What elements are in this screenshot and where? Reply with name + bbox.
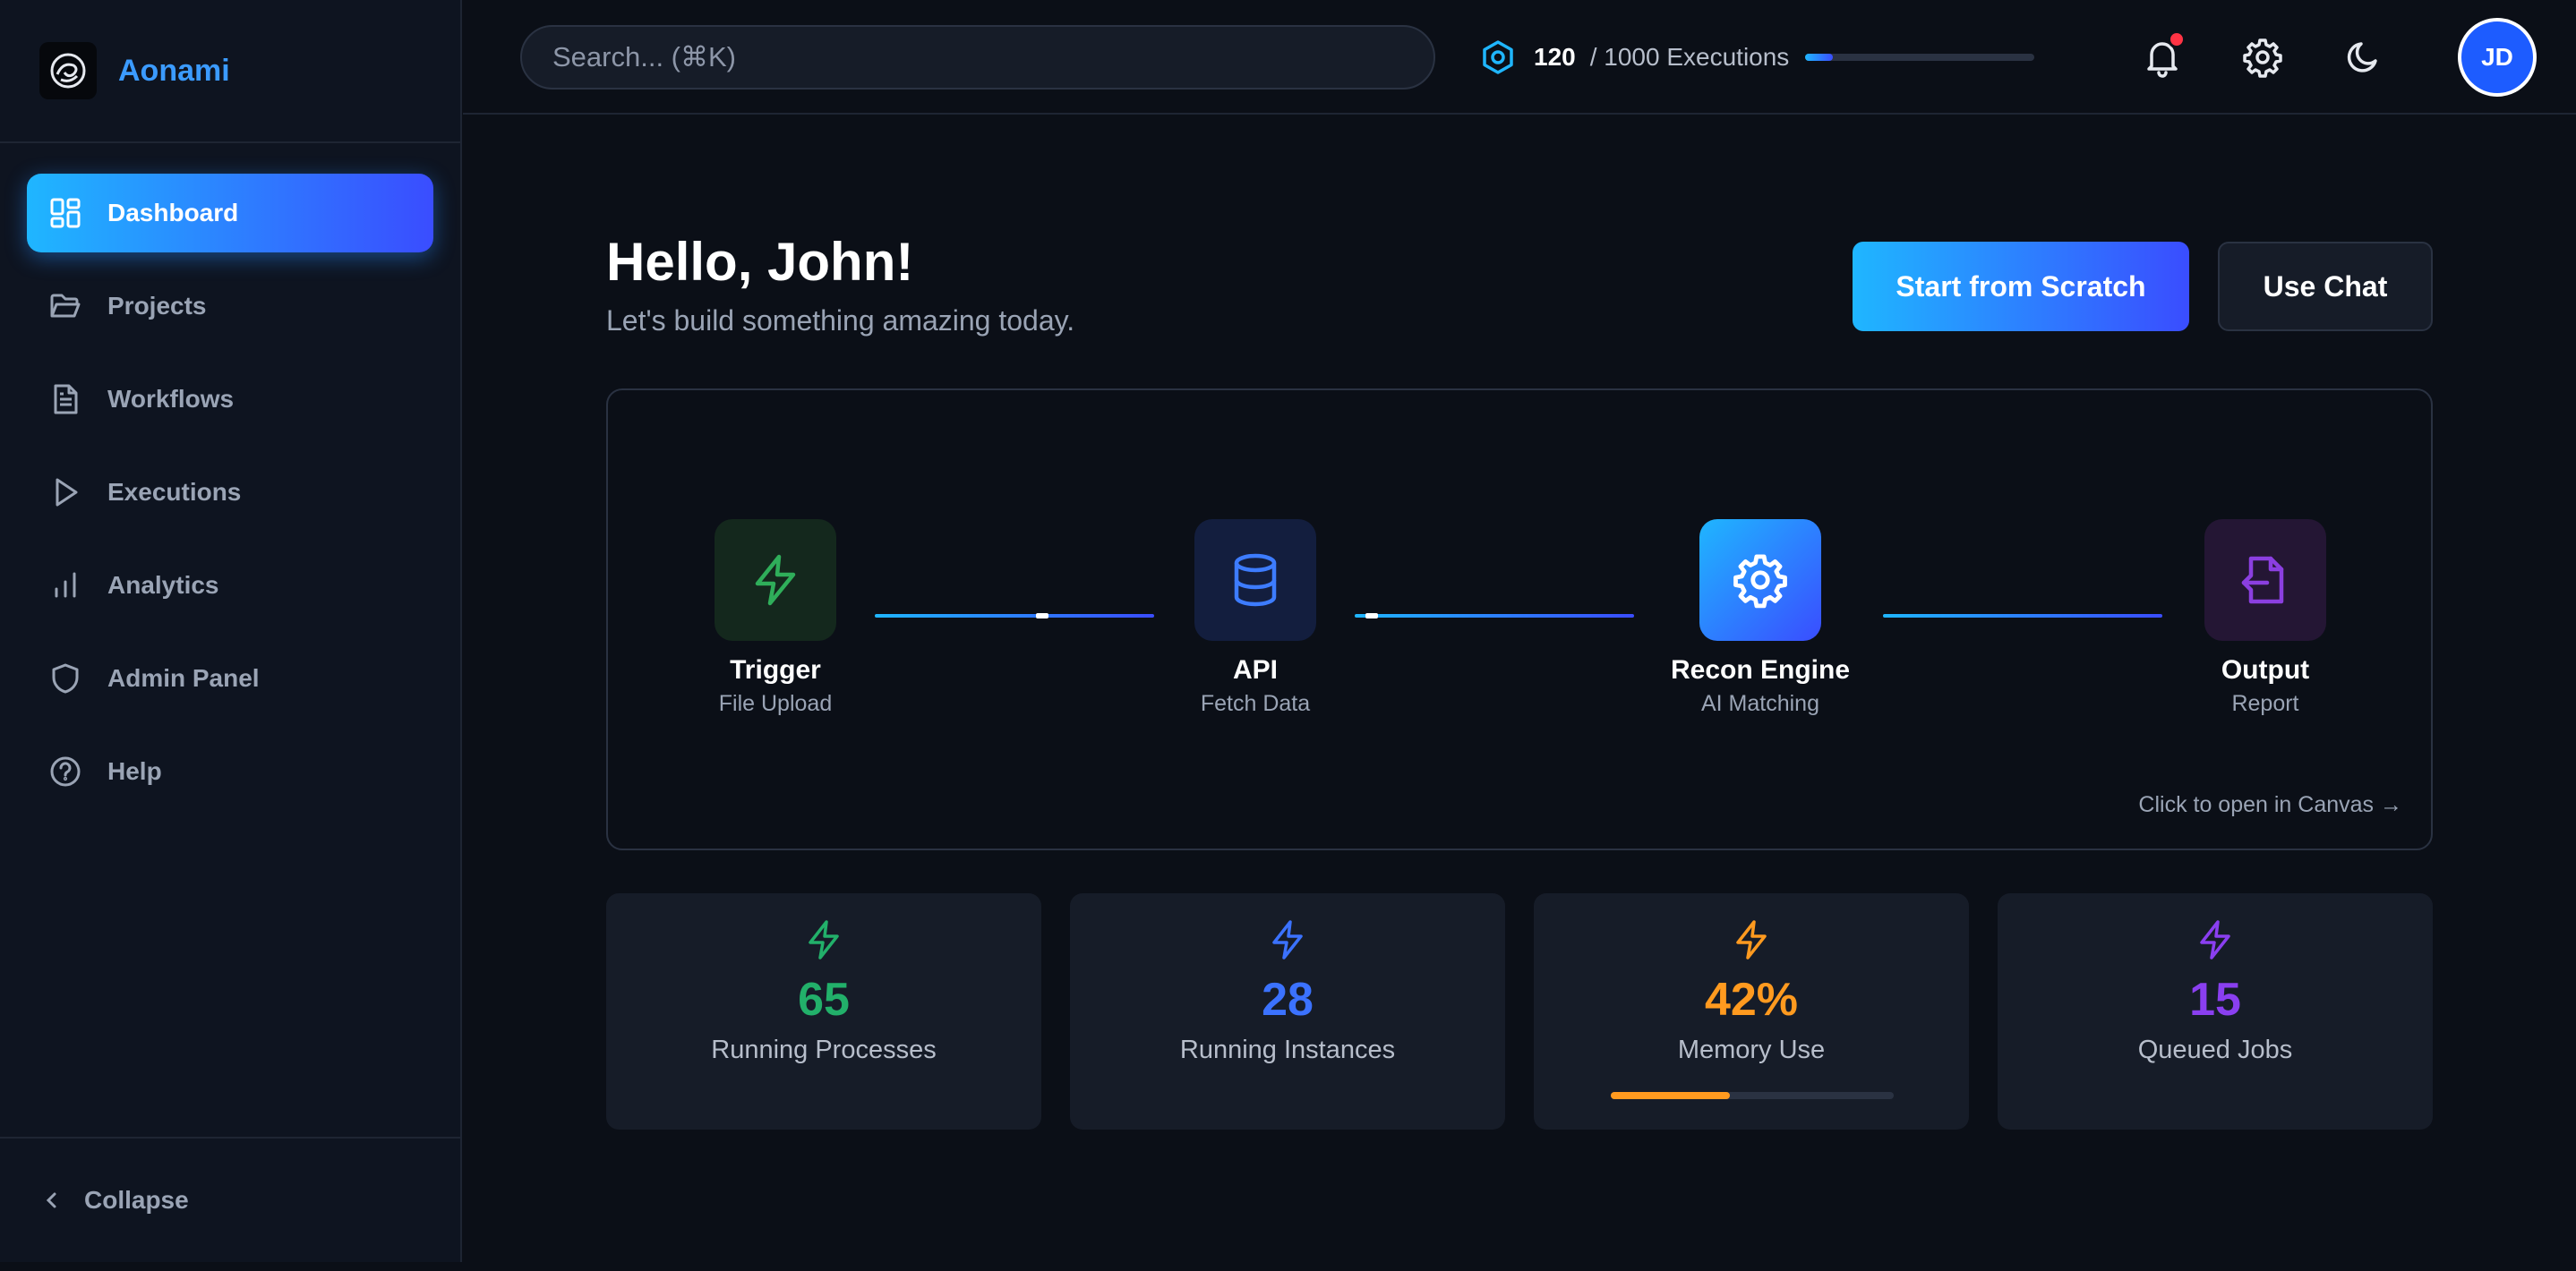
workflow-node-api[interactable]: API Fetch Data xyxy=(1139,519,1372,717)
workflow-preview-card[interactable]: Trigger File Upload API Fetch Data xyxy=(606,388,2433,850)
page-title: Hello, John! xyxy=(606,232,914,292)
lightning-icon xyxy=(809,920,839,960)
node-box xyxy=(715,519,836,641)
node-box xyxy=(1194,519,1316,641)
sidebar-item-label: Executions xyxy=(107,478,242,506)
folder-icon xyxy=(48,289,82,323)
lightning-icon xyxy=(2200,920,2230,960)
node-box xyxy=(2204,519,2326,641)
node-title: Output xyxy=(2221,655,2310,685)
stat-label: Running Processes xyxy=(711,1036,937,1064)
workflow-node-output[interactable]: Output Report xyxy=(2149,519,2382,717)
sidebar-item-label: Projects xyxy=(107,292,207,320)
sidebar-item-label: Dashboard xyxy=(107,199,239,226)
executions-total: / 1000 Executions xyxy=(1589,43,1790,71)
play-icon xyxy=(48,475,82,509)
workflow-connector xyxy=(875,613,1154,618)
lightning-icon xyxy=(1736,920,1767,960)
stat-card-running-instances: 28 Running Instances xyxy=(1070,893,1505,1130)
node-subtitle: File Upload xyxy=(718,691,833,716)
sidebar: Aonami Dashboard Pro xyxy=(0,0,462,1262)
sidebar-item-dashboard[interactable]: Dashboard xyxy=(27,174,433,252)
brand-name: Aonami xyxy=(118,53,230,88)
memory-progress-bar xyxy=(1611,1092,1894,1099)
stat-value: 28 xyxy=(1262,974,1314,1026)
gear-icon xyxy=(2243,38,2282,78)
notification-badge xyxy=(2168,30,2186,48)
settings-button[interactable] xyxy=(2234,29,2291,86)
sidebar-item-label: Workflows xyxy=(107,385,235,413)
executions-usage: 120 / 1000 Executions xyxy=(1480,32,2035,82)
theme-toggle-button[interactable] xyxy=(2334,29,2392,86)
sidebar-item-label: Help xyxy=(107,757,162,785)
stat-value: 42% xyxy=(1704,974,1799,1026)
stat-card-memory-use: 42% Memory Use xyxy=(1534,893,1969,1130)
top-header: Search... (⌘K) 120 / 1000 Executions xyxy=(463,0,2576,115)
use-chat-button[interactable]: Use Chat xyxy=(2218,242,2433,331)
executions-progress-bar xyxy=(1805,54,2035,61)
connector-pulse xyxy=(1365,613,1378,618)
sidebar-nav: Dashboard Projects Workf xyxy=(0,143,460,811)
open-canvas-link[interactable]: Click to open in Canvas → xyxy=(2138,792,2402,817)
bar-chart-icon xyxy=(48,568,82,602)
bell-icon xyxy=(2147,42,2178,78)
brand[interactable]: Aonami xyxy=(0,0,460,143)
stat-label: Queued Jobs xyxy=(2137,1036,2293,1064)
memory-progress-fill xyxy=(1611,1092,1730,1099)
executions-progress-fill xyxy=(1805,54,1834,61)
sidebar-item-admin-panel[interactable]: Admin Panel xyxy=(27,639,433,718)
moon-icon xyxy=(2347,42,2377,73)
stat-label: Running Instances xyxy=(1179,1036,1396,1064)
workflow-connector xyxy=(1355,613,1634,618)
node-title: Trigger xyxy=(730,655,821,685)
collapse-button[interactable]: Collapse xyxy=(0,1137,460,1262)
executions-used: 120 xyxy=(1534,43,1576,71)
stat-value: 15 xyxy=(2189,974,2241,1026)
sidebar-item-label: Analytics xyxy=(107,571,219,599)
stat-value: 65 xyxy=(798,974,850,1026)
file-export-icon xyxy=(2241,556,2284,604)
chevron-left-icon xyxy=(46,1192,56,1208)
node-title: API xyxy=(1232,655,1278,685)
sidebar-item-help[interactable]: Help xyxy=(27,732,433,811)
sidebar-item-workflows[interactable]: Workflows xyxy=(27,360,433,439)
main-content: Hello, John! Let's build something amazi… xyxy=(463,116,2576,1271)
dashboard-icon xyxy=(48,196,82,230)
avatar[interactable]: JD xyxy=(2458,18,2537,97)
node-subtitle: Fetch Data xyxy=(1200,691,1311,716)
connector-pulse xyxy=(1036,613,1048,618)
stat-card-queued-jobs: 15 Queued Jobs xyxy=(1998,893,2433,1130)
sidebar-item-executions[interactable]: Executions xyxy=(27,453,433,532)
help-icon xyxy=(48,755,82,789)
brand-logo-icon xyxy=(39,42,97,99)
node-title: Recon Engine xyxy=(1670,655,1851,685)
page-subtitle: Let's build something amazing today. xyxy=(606,304,1075,337)
database-icon xyxy=(1234,553,1277,607)
search-input[interactable]: Search... (⌘K) xyxy=(520,25,1435,90)
workflow-connector xyxy=(1883,614,2162,618)
collapse-label: Collapse xyxy=(84,1186,189,1214)
node-subtitle: AI Matching xyxy=(1700,691,1819,716)
node-box xyxy=(1699,519,1821,641)
start-from-scratch-button[interactable]: Start from Scratch xyxy=(1853,242,2189,331)
lightning-icon xyxy=(1272,920,1303,960)
sidebar-item-analytics[interactable]: Analytics xyxy=(27,546,433,625)
workflow-node-recon-engine[interactable]: Recon Engine AI Matching xyxy=(1644,519,1877,717)
node-subtitle: Report xyxy=(2231,691,2299,716)
document-icon xyxy=(48,382,82,416)
shield-icon xyxy=(48,661,82,695)
sidebar-item-projects[interactable]: Projects xyxy=(27,267,433,345)
stat-label: Memory Use xyxy=(1677,1036,1826,1064)
gear-icon xyxy=(1733,554,1787,609)
stat-card-running-processes: 65 Running Processes xyxy=(606,893,1041,1130)
sidebar-item-label: Admin Panel xyxy=(107,664,260,692)
notifications-button[interactable] xyxy=(2134,29,2191,86)
hexagon-icon xyxy=(1483,40,1513,74)
stats-row: 65 Running Processes 28 Running Instance… xyxy=(606,893,2433,1130)
search-placeholder: Search... (⌘K) xyxy=(552,41,736,73)
workflow-node-trigger[interactable]: Trigger File Upload xyxy=(659,519,892,717)
avatar-initials: JD xyxy=(2481,43,2513,71)
lightning-icon xyxy=(755,554,796,606)
